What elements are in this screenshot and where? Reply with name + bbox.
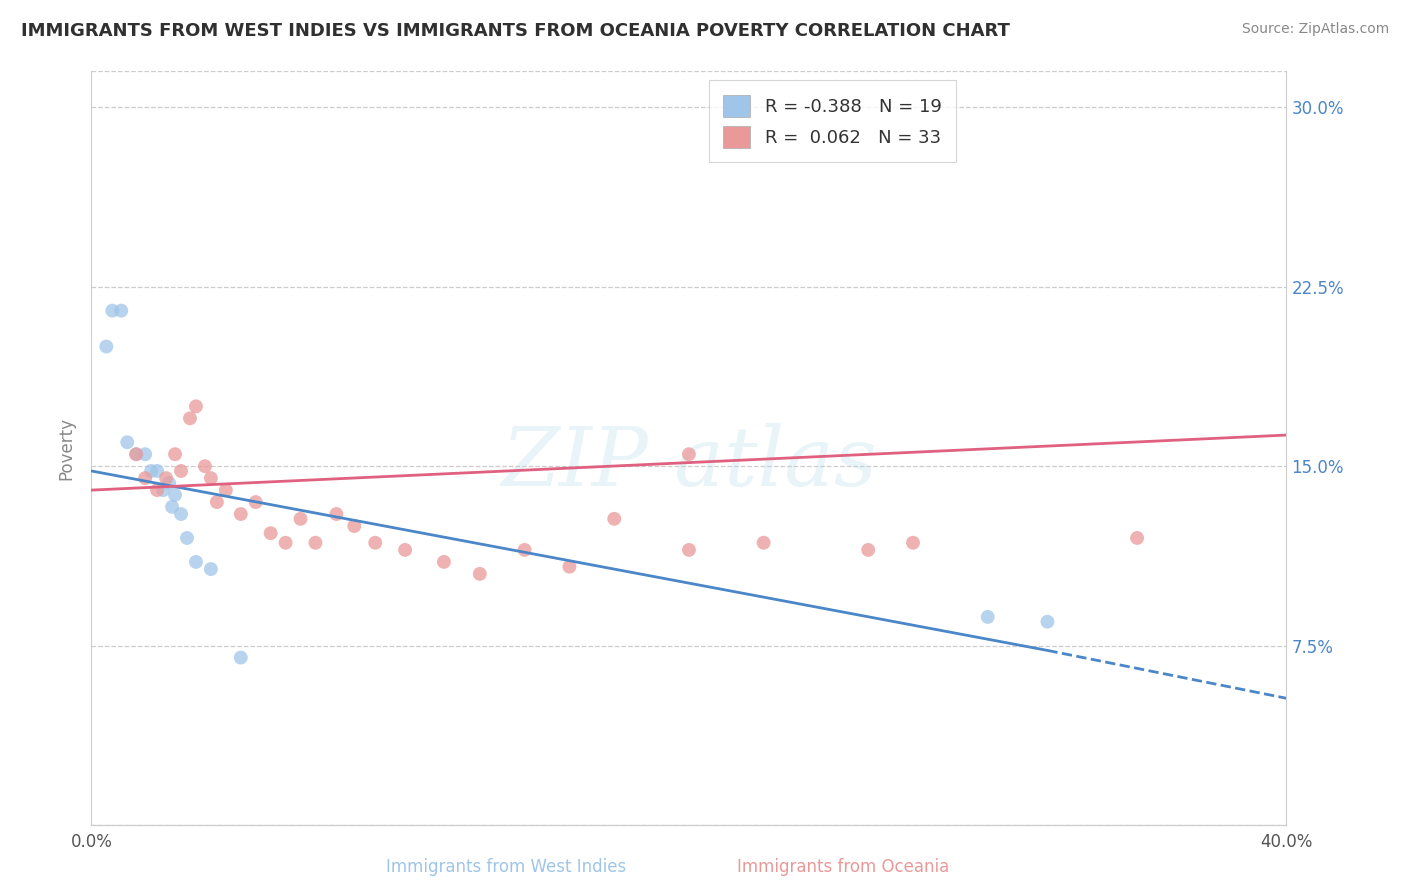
Point [205, 495, 228, 509]
Point [325, 507, 347, 521]
Point [101, 303, 124, 318]
Point [290, 512, 312, 526]
Point [901, 535, 924, 549]
Point [215, 483, 238, 497]
Point [134, 447, 156, 461]
Point [134, 471, 156, 485]
Point [259, 526, 281, 541]
Y-axis label: Poverty: Poverty [58, 417, 76, 480]
Point [678, 543, 700, 558]
Point [146, 483, 169, 497]
Point [160, 500, 183, 514]
Point [468, 566, 491, 581]
Point [146, 464, 169, 478]
Point [184, 555, 207, 569]
Point [184, 400, 207, 414]
Point [433, 555, 456, 569]
Point [229, 650, 252, 665]
Point [125, 447, 148, 461]
Point [858, 543, 880, 558]
Point [229, 507, 252, 521]
Point [678, 447, 700, 461]
Point [155, 471, 177, 485]
Point [96, 339, 118, 353]
Point [152, 483, 174, 497]
Text: Immigrants from Oceania: Immigrants from Oceania [738, 858, 949, 876]
Point [394, 543, 416, 558]
Point [603, 512, 626, 526]
Point [752, 535, 775, 549]
Point [200, 562, 222, 576]
Point [170, 464, 193, 478]
Point [110, 303, 132, 318]
Point [343, 519, 366, 533]
Point [245, 495, 267, 509]
Point [200, 471, 222, 485]
Point [115, 435, 138, 450]
Text: Source: ZipAtlas.com: Source: ZipAtlas.com [1241, 22, 1389, 37]
Text: ZIP atlas: ZIP atlas [501, 424, 877, 503]
Point [304, 535, 326, 549]
Point [163, 488, 186, 502]
Legend: R = -0.388   N = 19, R =  0.062   N = 33: R = -0.388 N = 19, R = 0.062 N = 33 [709, 80, 956, 162]
Point [157, 475, 180, 490]
Point [274, 535, 297, 549]
Point [976, 610, 998, 624]
Point [1126, 531, 1149, 545]
Point [364, 535, 387, 549]
Point [558, 559, 581, 574]
Point [179, 411, 201, 425]
Point [1036, 615, 1059, 629]
Point [513, 543, 536, 558]
Point [194, 459, 217, 474]
Text: IMMIGRANTS FROM WEST INDIES VS IMMIGRANTS FROM OCEANIA POVERTY CORRELATION CHART: IMMIGRANTS FROM WEST INDIES VS IMMIGRANT… [21, 22, 1010, 40]
Text: Immigrants from West Indies: Immigrants from West Indies [387, 858, 626, 876]
Point [170, 507, 193, 521]
Point [163, 447, 186, 461]
Point [125, 447, 148, 461]
Point [176, 531, 198, 545]
Point [141, 464, 163, 478]
